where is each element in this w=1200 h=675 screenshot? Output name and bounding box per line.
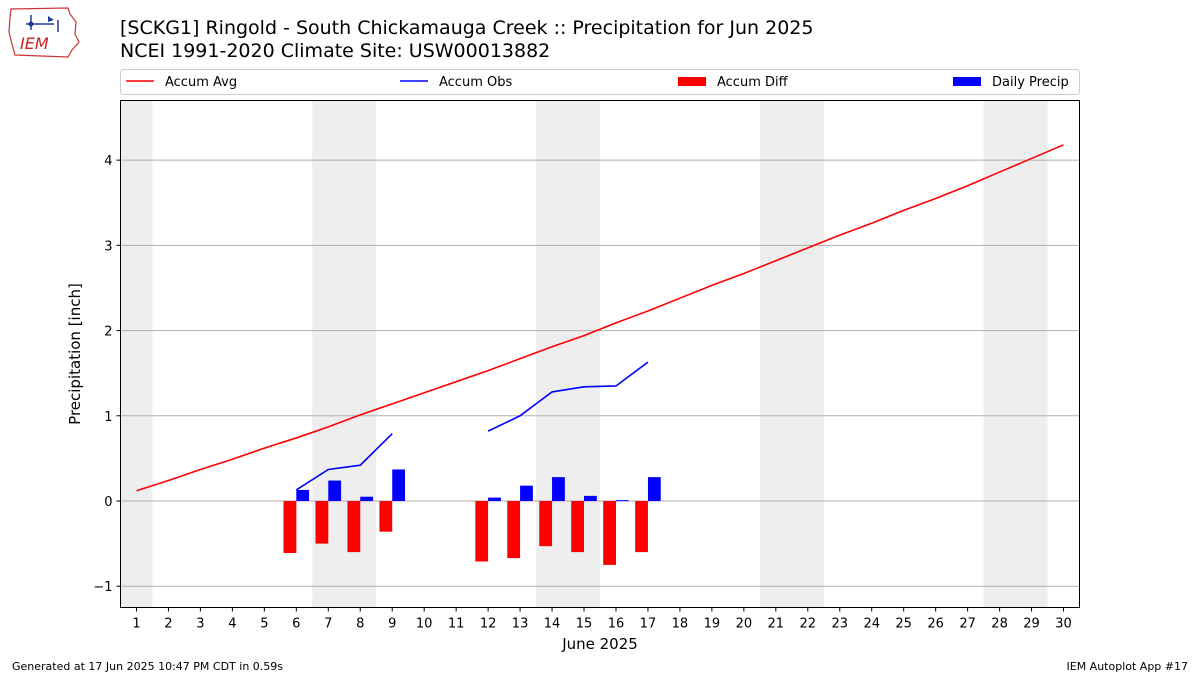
x-tick-label: 24 xyxy=(863,617,880,632)
x-tick-label: 7 xyxy=(324,617,332,632)
weekend-shade-29 xyxy=(1015,100,1048,608)
daily-precip-bar xyxy=(615,500,629,502)
daily-precip-bar xyxy=(647,477,661,501)
daily-precip-bar xyxy=(520,485,533,501)
y-tick-label: 0 xyxy=(104,495,112,510)
chart-subtitle: NCEI 1991-2020 Climate Site: USW00013882 xyxy=(120,40,551,62)
y-tick-label: 1 xyxy=(104,410,112,425)
legend-label-accum-avg: Accum Avg xyxy=(165,75,237,90)
accum-diff-bar xyxy=(603,500,616,565)
x-tick-label: 29 xyxy=(1023,617,1040,632)
daily-precip-bar xyxy=(328,480,342,501)
x-tick-label: 14 xyxy=(544,617,561,632)
accum-diff-bar xyxy=(315,500,329,544)
x-tick-label: 8 xyxy=(356,617,364,632)
x-tick-label: 30 xyxy=(1055,617,1072,632)
weekend-shade-22 xyxy=(791,100,824,608)
x-tick-label: 11 xyxy=(448,617,465,632)
x-tick-label: 23 xyxy=(831,617,848,632)
x-tick-label: 19 xyxy=(704,617,721,632)
daily-precip-bar xyxy=(296,489,310,501)
x-axis-label: June 2025 xyxy=(561,635,638,653)
accum-obs-line xyxy=(295,433,393,491)
chart-title: [SCKG1] Ringold - South Chickamauga Cree… xyxy=(120,17,814,39)
weekend-shade-28 xyxy=(983,100,1016,608)
y-tick-label: −1 xyxy=(93,580,112,595)
weekend-shade-21 xyxy=(759,100,792,608)
legend-label-accum-obs: Accum Obs xyxy=(439,75,512,90)
accum-diff-bar xyxy=(379,500,393,532)
x-tick-label: 10 xyxy=(416,617,433,632)
x-tick-label: 26 xyxy=(927,617,944,632)
legend-label-daily-precip: Daily Precip xyxy=(992,75,1069,90)
accum-diff-bar xyxy=(347,500,361,553)
x-tick-label: 2 xyxy=(164,617,172,632)
x-tick-label: 20 xyxy=(736,617,753,632)
accum-diff-bar xyxy=(283,500,297,553)
accum-avg-line xyxy=(136,144,1064,492)
y-tick-label: 4 xyxy=(104,154,112,169)
x-tick-label: 25 xyxy=(895,617,912,632)
legend-swatch-accum-diff xyxy=(678,77,706,86)
accum-diff-bar xyxy=(507,500,521,559)
accum-diff-bar xyxy=(475,500,489,562)
generated-timestamp: Generated at 17 Jun 2025 10:47 PM CDT in… xyxy=(12,660,284,673)
accum-diff-bar xyxy=(635,500,648,553)
legend-label-accum-diff: Accum Diff xyxy=(717,75,789,90)
x-tick-label: 3 xyxy=(196,617,204,632)
accum-diff-bar xyxy=(539,500,553,547)
y-tick-label: 2 xyxy=(104,325,112,340)
x-tick-label: 5 xyxy=(260,617,268,632)
y-tick-label: 3 xyxy=(104,239,112,254)
iem-logo: IEM xyxy=(6,4,82,60)
x-tick-label: 16 xyxy=(608,617,625,632)
x-tick-label: 13 xyxy=(512,617,529,632)
app-id: IEM Autoplot App #17 xyxy=(1066,660,1189,673)
legend-swatch-daily-precip xyxy=(953,77,981,86)
x-tick-label: 21 xyxy=(768,617,785,632)
x-tick-label: 28 xyxy=(991,617,1008,632)
x-tick-label: 27 xyxy=(959,617,976,632)
x-tick-label: 9 xyxy=(388,617,396,632)
daily-precip-bar xyxy=(488,497,501,501)
weekend-shade-1 xyxy=(120,100,153,608)
accum-diff-bar xyxy=(571,500,585,553)
x-tick-label: 18 xyxy=(672,617,689,632)
accum-obs-line xyxy=(487,361,649,432)
x-tick-label: 17 xyxy=(640,617,657,632)
daily-precip-bar xyxy=(360,496,374,501)
plot-frame xyxy=(120,100,1080,608)
daily-precip-bar xyxy=(552,477,565,501)
daily-precip-bar xyxy=(584,495,597,501)
x-tick-label: 6 xyxy=(292,617,300,632)
x-tick-label: 15 xyxy=(576,617,593,632)
logo-text: IEM xyxy=(20,34,49,53)
x-tick-label: 12 xyxy=(480,617,497,632)
legend-frame xyxy=(120,69,1080,95)
x-tick-label: 4 xyxy=(228,617,236,632)
x-tick-label: 22 xyxy=(800,617,817,632)
daily-precip-bar xyxy=(392,469,406,501)
x-tick-label: 1 xyxy=(132,617,140,632)
legend: Accum Avg Accum Obs Accum Diff Daily Precip xyxy=(120,69,1080,95)
y-axis-label: Precipitation [inch] xyxy=(66,283,84,425)
